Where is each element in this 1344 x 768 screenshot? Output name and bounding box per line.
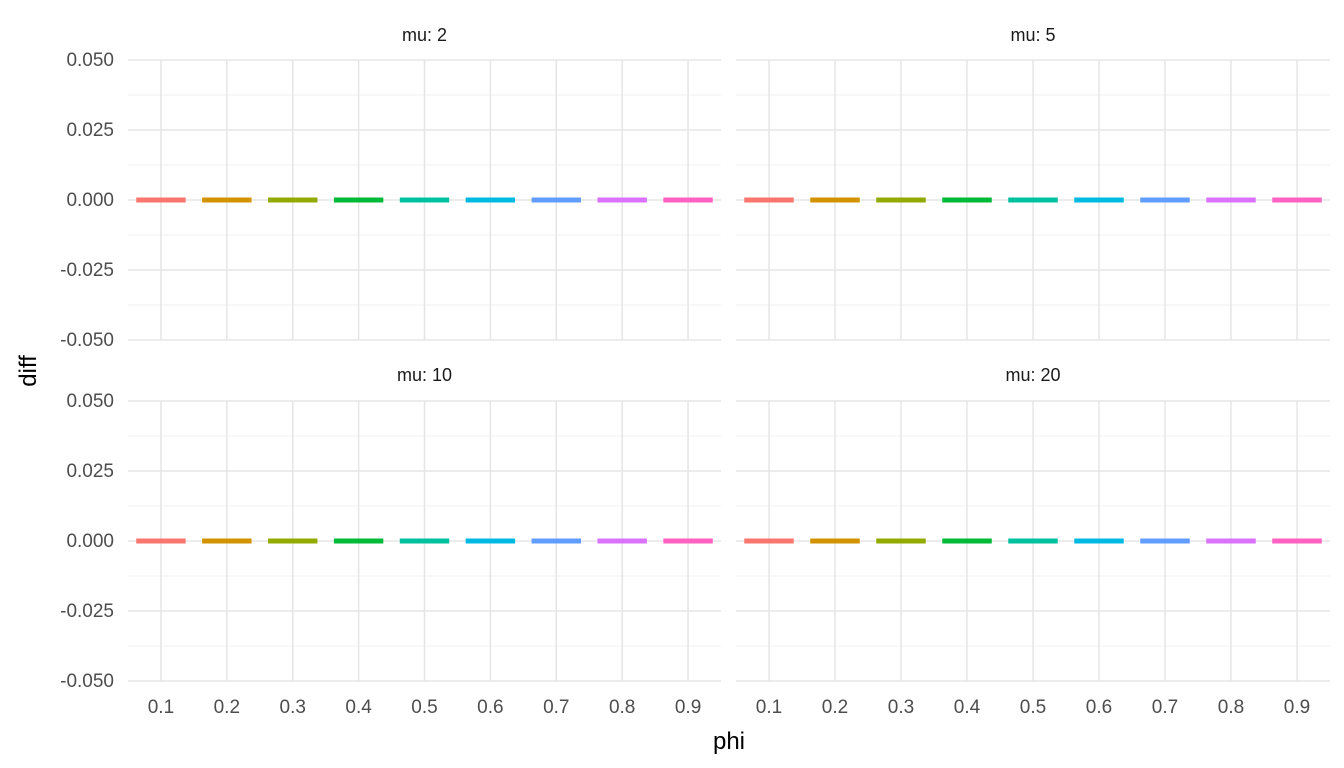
x-tick-label: 0.6 <box>1086 697 1112 718</box>
x-tick-label: 0.7 <box>543 697 569 718</box>
panels: mu: 2 mu: 5 mu: 10 mu: 20 <box>128 25 1330 682</box>
x-tick-label: 0.5 <box>411 697 437 718</box>
x-tick-label: 0.8 <box>1218 697 1244 718</box>
bar-0.3 <box>268 197 318 203</box>
bar-0.9 <box>1272 197 1322 203</box>
x-tick-label: 0.9 <box>1284 697 1310 718</box>
y-tick-label: -0.050 <box>60 671 114 692</box>
x-axes: 0.1 0.2 0.3 0.4 0.5 0.6 0.7 0.8 0.9 0.1 0.2 0.3 0.4 0… <box>148 697 1310 718</box>
bar-0.1 <box>136 538 186 544</box>
y-tick-label: -0.025 <box>60 260 114 281</box>
x-tick-label: 0.7 <box>1152 697 1178 718</box>
bar-0.4 <box>942 538 992 544</box>
bar-0.1 <box>136 197 186 203</box>
x-tick-label: 0.4 <box>954 697 981 718</box>
facet-panel: mu: 20 <box>736 365 1330 682</box>
bar-0.4 <box>942 197 992 203</box>
bar-0.9 <box>663 538 713 544</box>
bar-0.3 <box>876 538 926 544</box>
bar-0.8 <box>1206 197 1256 203</box>
facet-strip-label: mu: 5 <box>1010 25 1055 45</box>
bar-0.7 <box>1140 538 1190 544</box>
y-tick-label: 0.050 <box>66 50 114 71</box>
bar-0.8 <box>597 538 647 544</box>
bar-0.3 <box>876 197 926 203</box>
facet-panel: mu: 5 <box>736 25 1330 341</box>
y-tick-label: 0.000 <box>66 190 114 211</box>
y-tick-label: -0.025 <box>60 601 114 622</box>
bar-0.4 <box>333 538 384 544</box>
facet-strip-label: mu: 2 <box>402 25 447 45</box>
x-tick-label: 0.2 <box>214 697 240 718</box>
x-axis-title: phi <box>713 728 745 755</box>
facet-panel: mu: 2 <box>128 25 721 341</box>
bar-0.7 <box>531 197 581 203</box>
bar-0.7 <box>531 538 581 544</box>
x-tick-label: 0.4 <box>345 697 372 718</box>
bar-0.8 <box>1206 538 1256 544</box>
bar-0.2 <box>810 538 860 544</box>
bar-0.2 <box>202 538 252 544</box>
bar-0.8 <box>597 197 647 203</box>
bar-0.5 <box>399 197 450 203</box>
y-tick-label: 0.000 <box>66 531 114 552</box>
y-tick-label: 0.025 <box>66 461 114 482</box>
x-tick-label: 0.6 <box>477 697 503 718</box>
bar-0.6 <box>465 538 516 544</box>
y-axis-title: diff <box>15 355 42 387</box>
bar-0.9 <box>663 197 713 203</box>
x-tick-label: 0.2 <box>822 697 848 718</box>
bar-0.1 <box>744 538 794 544</box>
bar-0.9 <box>1272 538 1322 544</box>
facet-panel: mu: 10 <box>128 365 721 682</box>
bar-0.5 <box>1008 197 1058 203</box>
bar-0.3 <box>268 538 318 544</box>
bar-0.6 <box>1074 197 1124 203</box>
facet-strip-label: mu: 10 <box>397 365 452 385</box>
bar-0.2 <box>810 197 860 203</box>
facet-strip-label: mu: 20 <box>1005 365 1060 385</box>
y-tick-label: 0.025 <box>66 120 114 141</box>
bar-0.5 <box>1008 538 1058 544</box>
x-tick-label: 0.3 <box>280 697 306 718</box>
x-tick-label: 0.9 <box>675 697 701 718</box>
y-axes: -0.050 -0.025 0.000 0.025 0.050 -0.050 -0.025 0… <box>60 50 114 692</box>
x-tick-label: 0.1 <box>756 697 782 718</box>
y-tick-label: 0.050 <box>66 391 114 412</box>
x-tick-label: 0.5 <box>1020 697 1046 718</box>
bar-0.2 <box>202 197 252 203</box>
bar-0.6 <box>465 197 516 203</box>
y-tick-label: -0.050 <box>60 330 114 351</box>
x-tick-label: 0.3 <box>888 697 914 718</box>
bar-0.7 <box>1140 197 1190 203</box>
bar-0.6 <box>1074 538 1124 544</box>
x-tick-label: 0.8 <box>609 697 635 718</box>
bar-0.5 <box>399 538 450 544</box>
x-tick-label: 0.1 <box>148 697 174 718</box>
bar-0.1 <box>744 197 794 203</box>
bar-0.4 <box>333 197 384 203</box>
